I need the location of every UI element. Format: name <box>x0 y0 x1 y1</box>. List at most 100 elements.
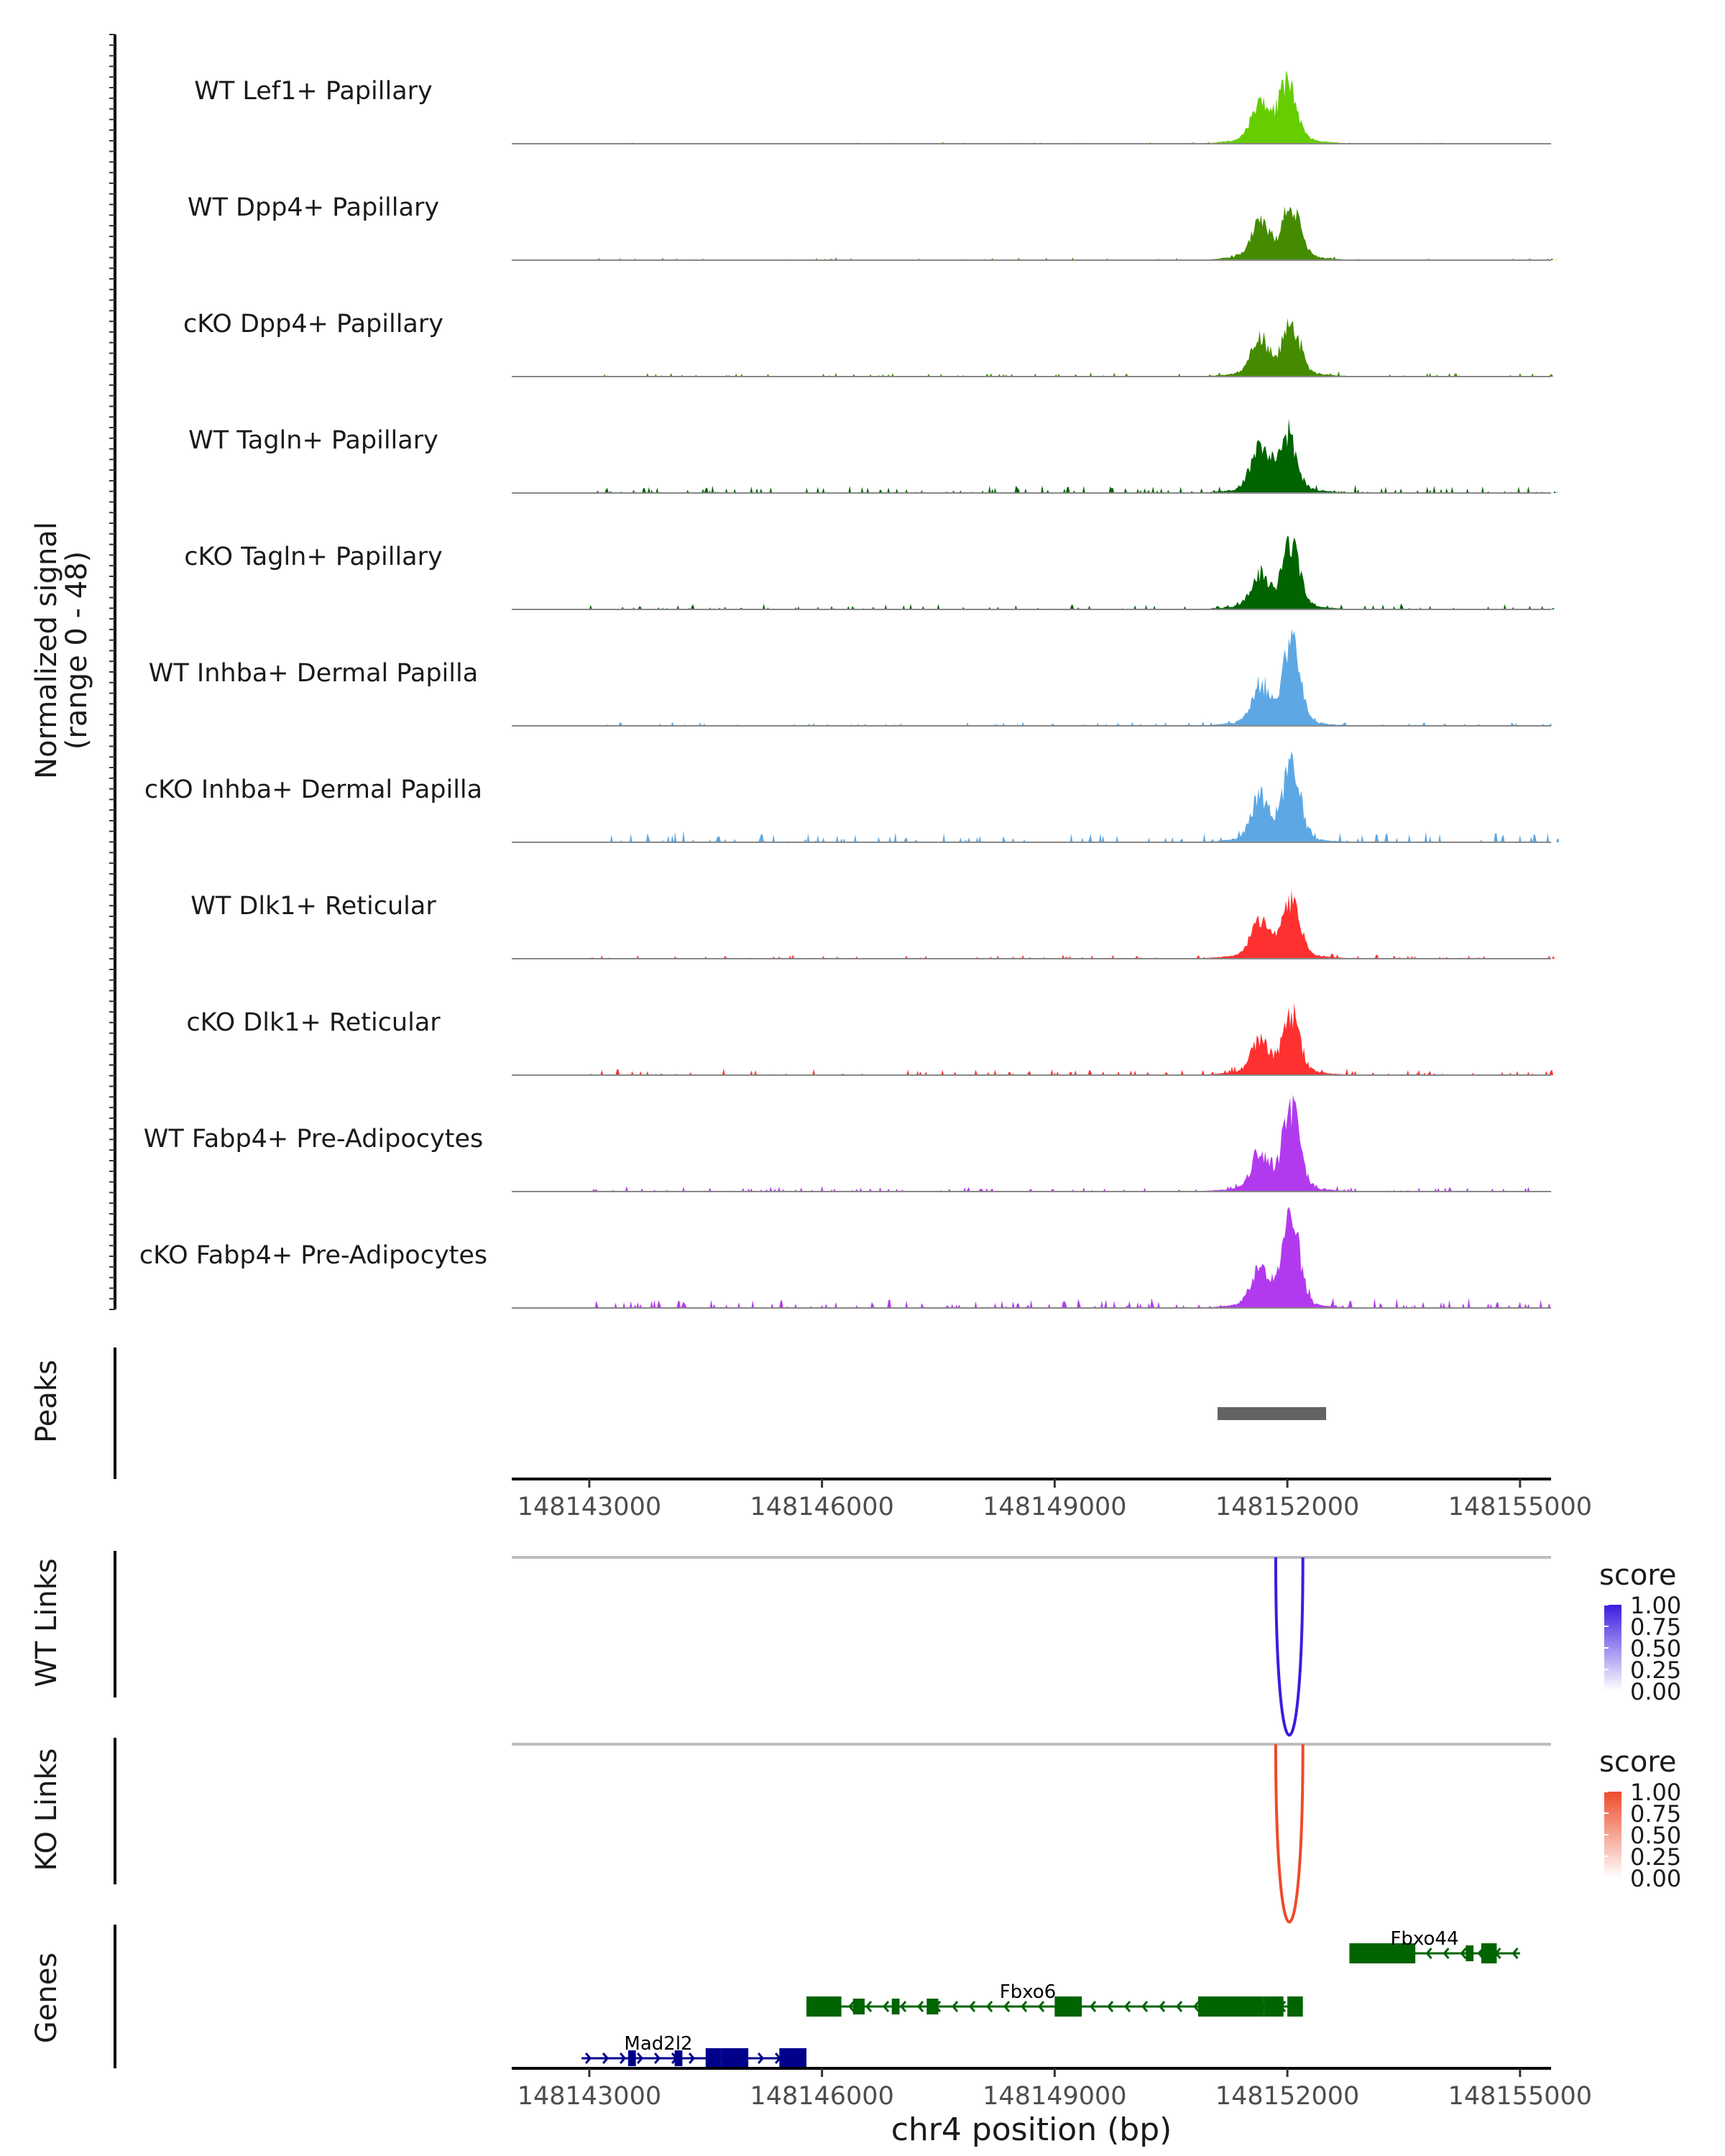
gene-exon <box>806 1996 842 2017</box>
strand-arrow <box>986 2001 993 2012</box>
coverage-track: WT Dpp4+ Papillary <box>188 193 1559 261</box>
coverage-track: cKO Tagln+ Papillary <box>184 535 1559 610</box>
strand-arrow <box>1425 1948 1432 1959</box>
strand-arrow <box>952 2001 959 2012</box>
coverage-track: WT Lef1+ Papillary <box>194 70 1559 144</box>
gene-models: Fbxo44 Fbxo6 Mad2l2 <box>581 1928 1520 2068</box>
strand-arrow <box>1107 2001 1114 2012</box>
strand-arrow <box>969 2001 976 2012</box>
link-arcs <box>512 1556 1551 1924</box>
coverage-axis <box>109 34 116 1310</box>
gene-exon <box>891 1999 900 2014</box>
track-label: cKO Dpp4+ Papillary <box>183 310 443 338</box>
x-tick-label: 148146000 <box>750 2082 893 2111</box>
x-tick-label: 148152000 <box>1215 2082 1359 2111</box>
track-label: WT Tagln+ Papillary <box>188 426 438 455</box>
track-label: WT Inhba+ Dermal Papilla <box>149 659 478 688</box>
coverage-track: cKO Dlk1+ Reticular <box>186 1003 1559 1076</box>
strand-arrow <box>1124 2001 1131 2012</box>
legend-tick-label: 0.00 <box>1630 1865 1681 1892</box>
track-label: WT Dlk1+ Reticular <box>190 892 436 921</box>
legend-tick-label: 0.50 <box>1630 1635 1681 1662</box>
ko-legend-title: score <box>1599 1746 1676 1779</box>
track-label: cKO Tagln+ Papillary <box>184 543 443 571</box>
coverage-track: WT Fabp4+ Pre-Adipocytes <box>144 1095 1559 1192</box>
legend-tick-label: 0.50 <box>1630 1822 1681 1849</box>
strand-arrow <box>1512 1948 1519 1959</box>
gene-exon <box>1466 1945 1474 1961</box>
wt-score-legend: score 1.000.750.500.250.00 <box>1599 1559 1681 1705</box>
coverage-area <box>589 1095 1559 1192</box>
legend-tick-label: 0.75 <box>1630 1613 1681 1641</box>
track-label: cKO Fabp4+ Pre-Adipocytes <box>139 1241 487 1270</box>
strand-arrow <box>900 2001 907 2012</box>
coverage-ylabel-range: (range 0 - 48) <box>60 551 93 750</box>
strand-arrow <box>1460 1948 1467 1959</box>
coverage-track: WT Dlk1+ Reticular <box>190 890 1559 959</box>
x-axis-lower: 148143000 148146000 148149000 148152000 1481… <box>512 2067 1592 2111</box>
strand-arrow <box>757 2053 765 2064</box>
gene-model: Fbxo44 <box>1349 1928 1520 1963</box>
gene-name-label: Fbxo44 <box>1390 1928 1458 1950</box>
gene-exon <box>779 2048 807 2068</box>
legend-tick-label: 0.25 <box>1630 1657 1681 1684</box>
strand-arrow <box>619 2053 627 2064</box>
x-tick-label: 148143000 <box>518 2082 661 2111</box>
gene-exon <box>627 2050 636 2066</box>
wt-legend-title: score <box>1599 1559 1676 1592</box>
legend-tick-label: 0.75 <box>1630 1800 1681 1828</box>
ko-score-legend: score 1.000.750.500.250.00 <box>1599 1746 1681 1892</box>
coverage-area <box>589 318 1559 377</box>
gene-model: Mad2l2 <box>581 2033 807 2068</box>
ko-links-label: KO Links <box>30 1749 63 1871</box>
peaks-label: Peaks <box>30 1360 63 1443</box>
coverage-area <box>589 70 1559 144</box>
gene-exon <box>926 1999 939 2014</box>
track-label: cKO Dlk1+ Reticular <box>186 1008 441 1037</box>
strand-arrow <box>883 2001 890 2012</box>
coverage-ylabel: Normalized signal <box>30 522 63 779</box>
strand-arrow <box>917 2001 924 2012</box>
coverage-area <box>589 628 1559 726</box>
strand-arrow <box>1193 2001 1200 2012</box>
gene-exon <box>721 2048 749 2068</box>
x-tick-label: 148155000 <box>1448 1493 1592 1521</box>
strand-arrow <box>1003 2001 1011 2012</box>
strand-arrow <box>1038 2001 1045 2012</box>
strand-arrow <box>1090 2001 1097 2012</box>
genes-label: Genes <box>30 1953 63 2043</box>
legend-tick-label: 1.00 <box>1630 1779 1681 1806</box>
coverage-area <box>589 206 1559 260</box>
strand-arrow <box>1141 2001 1149 2012</box>
strand-arrow <box>1176 2001 1183 2012</box>
track-label: WT Lef1+ Papillary <box>194 77 433 106</box>
track-label: WT Dpp4+ Papillary <box>188 193 439 222</box>
gene-exon <box>1481 1943 1497 1963</box>
peak-region <box>1217 1407 1327 1420</box>
coverage-area <box>589 1207 1559 1308</box>
wt-links-label: WT Links <box>30 1558 63 1687</box>
strand-arrow <box>688 2053 696 2064</box>
strand-arrow <box>865 2001 873 2012</box>
gene-exon <box>1287 1996 1303 2017</box>
gene-exon <box>1349 1943 1416 1963</box>
legend-tick-label: 0.00 <box>1630 1678 1681 1705</box>
gene-exon <box>1264 1996 1284 2017</box>
coverage-area <box>589 535 1559 609</box>
strand-arrow <box>1021 2001 1028 2012</box>
x-axis-upper: 148143000 148146000 148149000 148152000 1481… <box>512 1478 1592 1521</box>
peaks-regions <box>1217 1407 1327 1420</box>
coverage-area <box>589 418 1559 493</box>
gene-exon <box>705 2048 722 2068</box>
gene-name-label: Mad2l2 <box>624 2033 692 2055</box>
gene-name-label: Fbxo6 <box>1000 1981 1057 2003</box>
x-tick-label: 148152000 <box>1215 1493 1359 1521</box>
strand-arrow <box>636 2053 644 2064</box>
strand-arrow <box>1159 2001 1166 2012</box>
x-tick-label: 148149000 <box>983 1493 1126 1521</box>
track-label: cKO Inhba+ Dermal Papilla <box>144 775 482 804</box>
coverage-area <box>589 751 1559 842</box>
x-axis-label: chr4 position (bp) <box>891 2111 1172 2148</box>
coverage-track: cKO Inhba+ Dermal Papilla <box>144 751 1559 843</box>
